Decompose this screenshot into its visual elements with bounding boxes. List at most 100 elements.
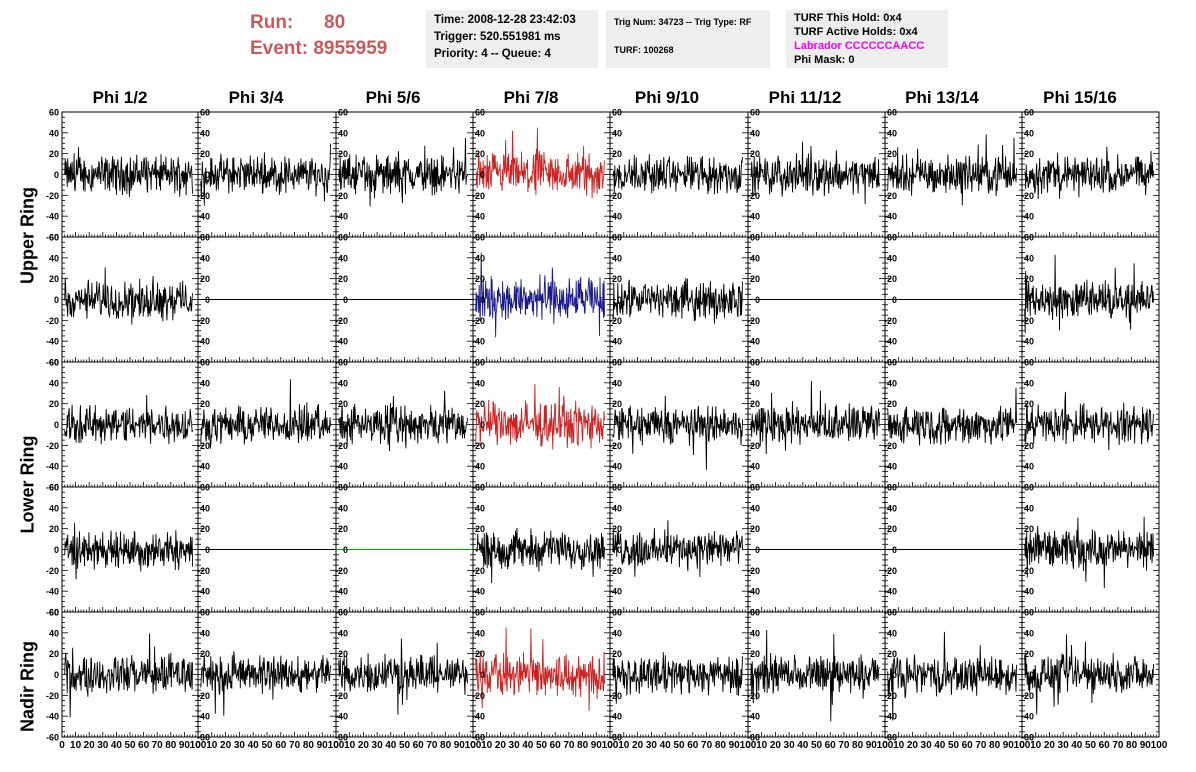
y-tick-label: -40 — [472, 587, 485, 597]
column-header-phi-5-6: Phi 5/6 — [365, 88, 421, 107]
x-tick-label: 20 — [495, 740, 507, 751]
waveform-panel — [609, 611, 749, 738]
y-tick-label: -60 — [46, 608, 59, 618]
column-header-phi-1-2: Phi 1/2 — [92, 88, 148, 107]
y-tick-label: -40 — [609, 712, 622, 722]
y-tick-label: 0 — [617, 295, 622, 305]
y-tick-label: -20 — [335, 191, 348, 201]
waveform-panel — [335, 486, 474, 613]
y-tick-label: -40 — [1021, 462, 1034, 472]
y-tick-label: 20 — [887, 524, 897, 534]
turf-info-box: TURF This Hold: 0x4 TURF Active Holds: 0… — [786, 10, 948, 68]
y-tick-label: -40 — [472, 712, 485, 722]
y-tick-label: 0 — [54, 420, 59, 430]
y-tick-label: -40 — [884, 712, 897, 722]
y-tick-label: 0 — [1029, 545, 1034, 555]
y-tick-label: 0 — [1029, 170, 1034, 180]
waveform-panel — [1021, 611, 1160, 738]
x-tick-label: 0 — [1019, 740, 1025, 751]
y-tick-label: 40 — [887, 503, 897, 513]
y-tick-label: 0 — [1029, 420, 1034, 430]
y-tick-label: 60 — [887, 108, 897, 118]
waveform-panel — [472, 611, 611, 738]
y-tick-label: 40 — [49, 503, 59, 513]
waveform-panel — [472, 361, 611, 488]
column-header-phi-3-4: Phi 3/4 — [228, 88, 284, 107]
x-tick-label: 80 — [440, 740, 452, 751]
y-tick-label: 60 — [49, 358, 59, 368]
x-tick-label: 0 — [470, 740, 476, 751]
y-tick-label: 20 — [750, 274, 760, 284]
y-tick-label: -40 — [1021, 212, 1034, 222]
y-tick-label: 0 — [480, 295, 485, 305]
y-tick-label: -60 — [46, 233, 59, 243]
y-tick-label: -20 — [747, 316, 760, 326]
y-tick-label: 0 — [205, 420, 210, 430]
y-tick-label: -40 — [46, 712, 59, 722]
y-tick-label: 40 — [1024, 628, 1034, 638]
waveform-panel — [197, 361, 337, 488]
waveform-panel — [884, 111, 1023, 238]
y-tick-label: -20 — [46, 691, 59, 701]
y-tick-label: 0 — [755, 170, 760, 180]
y-tick-label: -40 — [197, 337, 210, 347]
waveform-panel — [747, 486, 886, 613]
y-tick-label: -40 — [1021, 587, 1034, 597]
x-tick-label: 50 — [811, 740, 823, 751]
y-tick-label: 60 — [49, 233, 59, 243]
x-tick-label: 20 — [770, 740, 782, 751]
y-tick-label: -60 — [335, 733, 348, 743]
y-tick-label: 20 — [750, 524, 760, 534]
x-tick-label: 10 — [618, 740, 630, 751]
y-tick-label: -20 — [747, 691, 760, 701]
y-tick-label: 60 — [200, 108, 210, 118]
y-tick-label: 0 — [1029, 295, 1034, 305]
y-tick-label: -20 — [884, 316, 897, 326]
run-event-box: Run: 80 Event: 8955959 — [250, 10, 387, 62]
y-tick-label: -20 — [197, 316, 210, 326]
y-tick-label: -20 — [609, 191, 622, 201]
y-tick-label: 0 — [892, 295, 897, 305]
x-tick-label: 60 — [687, 740, 699, 751]
event-label: Event: — [250, 38, 309, 59]
waveform-panel — [884, 236, 1023, 363]
y-tick-label: 0 — [343, 545, 348, 555]
x-tick-label: 60 — [550, 740, 562, 751]
y-tick-label: -40 — [1021, 712, 1034, 722]
x-tick-label: 20 — [220, 740, 232, 751]
x-tick-label: 80 — [165, 740, 177, 751]
waveform-panel — [609, 486, 749, 613]
y-tick-label: 20 — [887, 649, 897, 659]
y-tick-label: -40 — [335, 712, 348, 722]
y-tick-label: 0 — [480, 170, 485, 180]
y-tick-label: 0 — [892, 545, 897, 555]
y-tick-label: 40 — [750, 128, 760, 138]
y-tick-label: 20 — [475, 399, 485, 409]
waveform-panel — [197, 236, 337, 363]
y-tick-label: -60 — [1021, 733, 1034, 743]
y-tick-label: 60 — [750, 108, 760, 118]
y-tick-label: -20 — [1021, 316, 1034, 326]
y-tick-label: 40 — [49, 253, 59, 263]
y-tick-label: 0 — [343, 670, 348, 680]
x-tick-label: 10 — [1030, 740, 1042, 751]
waveform-panel — [61, 361, 199, 488]
y-tick-label: 40 — [338, 628, 348, 638]
y-tick-label: 40 — [750, 503, 760, 513]
y-tick-label: 40 — [612, 378, 622, 388]
y-tick-label: 40 — [1024, 503, 1034, 513]
y-tick-label: 20 — [1024, 274, 1034, 284]
x-tick-label: 100 — [1151, 740, 1168, 751]
x-tick-label: 0 — [882, 740, 888, 751]
y-tick-label: -20 — [884, 441, 897, 451]
y-tick-label: 40 — [49, 628, 59, 638]
y-tick-label: 20 — [49, 399, 59, 409]
y-tick-label: 20 — [887, 399, 897, 409]
y-tick-label: 60 — [49, 108, 59, 118]
y-tick-label: -20 — [609, 316, 622, 326]
time-text: Time: 2008-12-28 23:42:03 — [434, 14, 576, 26]
x-tick-label: 0 — [333, 740, 339, 751]
y-tick-label: -60 — [46, 358, 59, 368]
y-tick-label: 40 — [1024, 378, 1034, 388]
y-tick-label: 20 — [887, 149, 897, 159]
